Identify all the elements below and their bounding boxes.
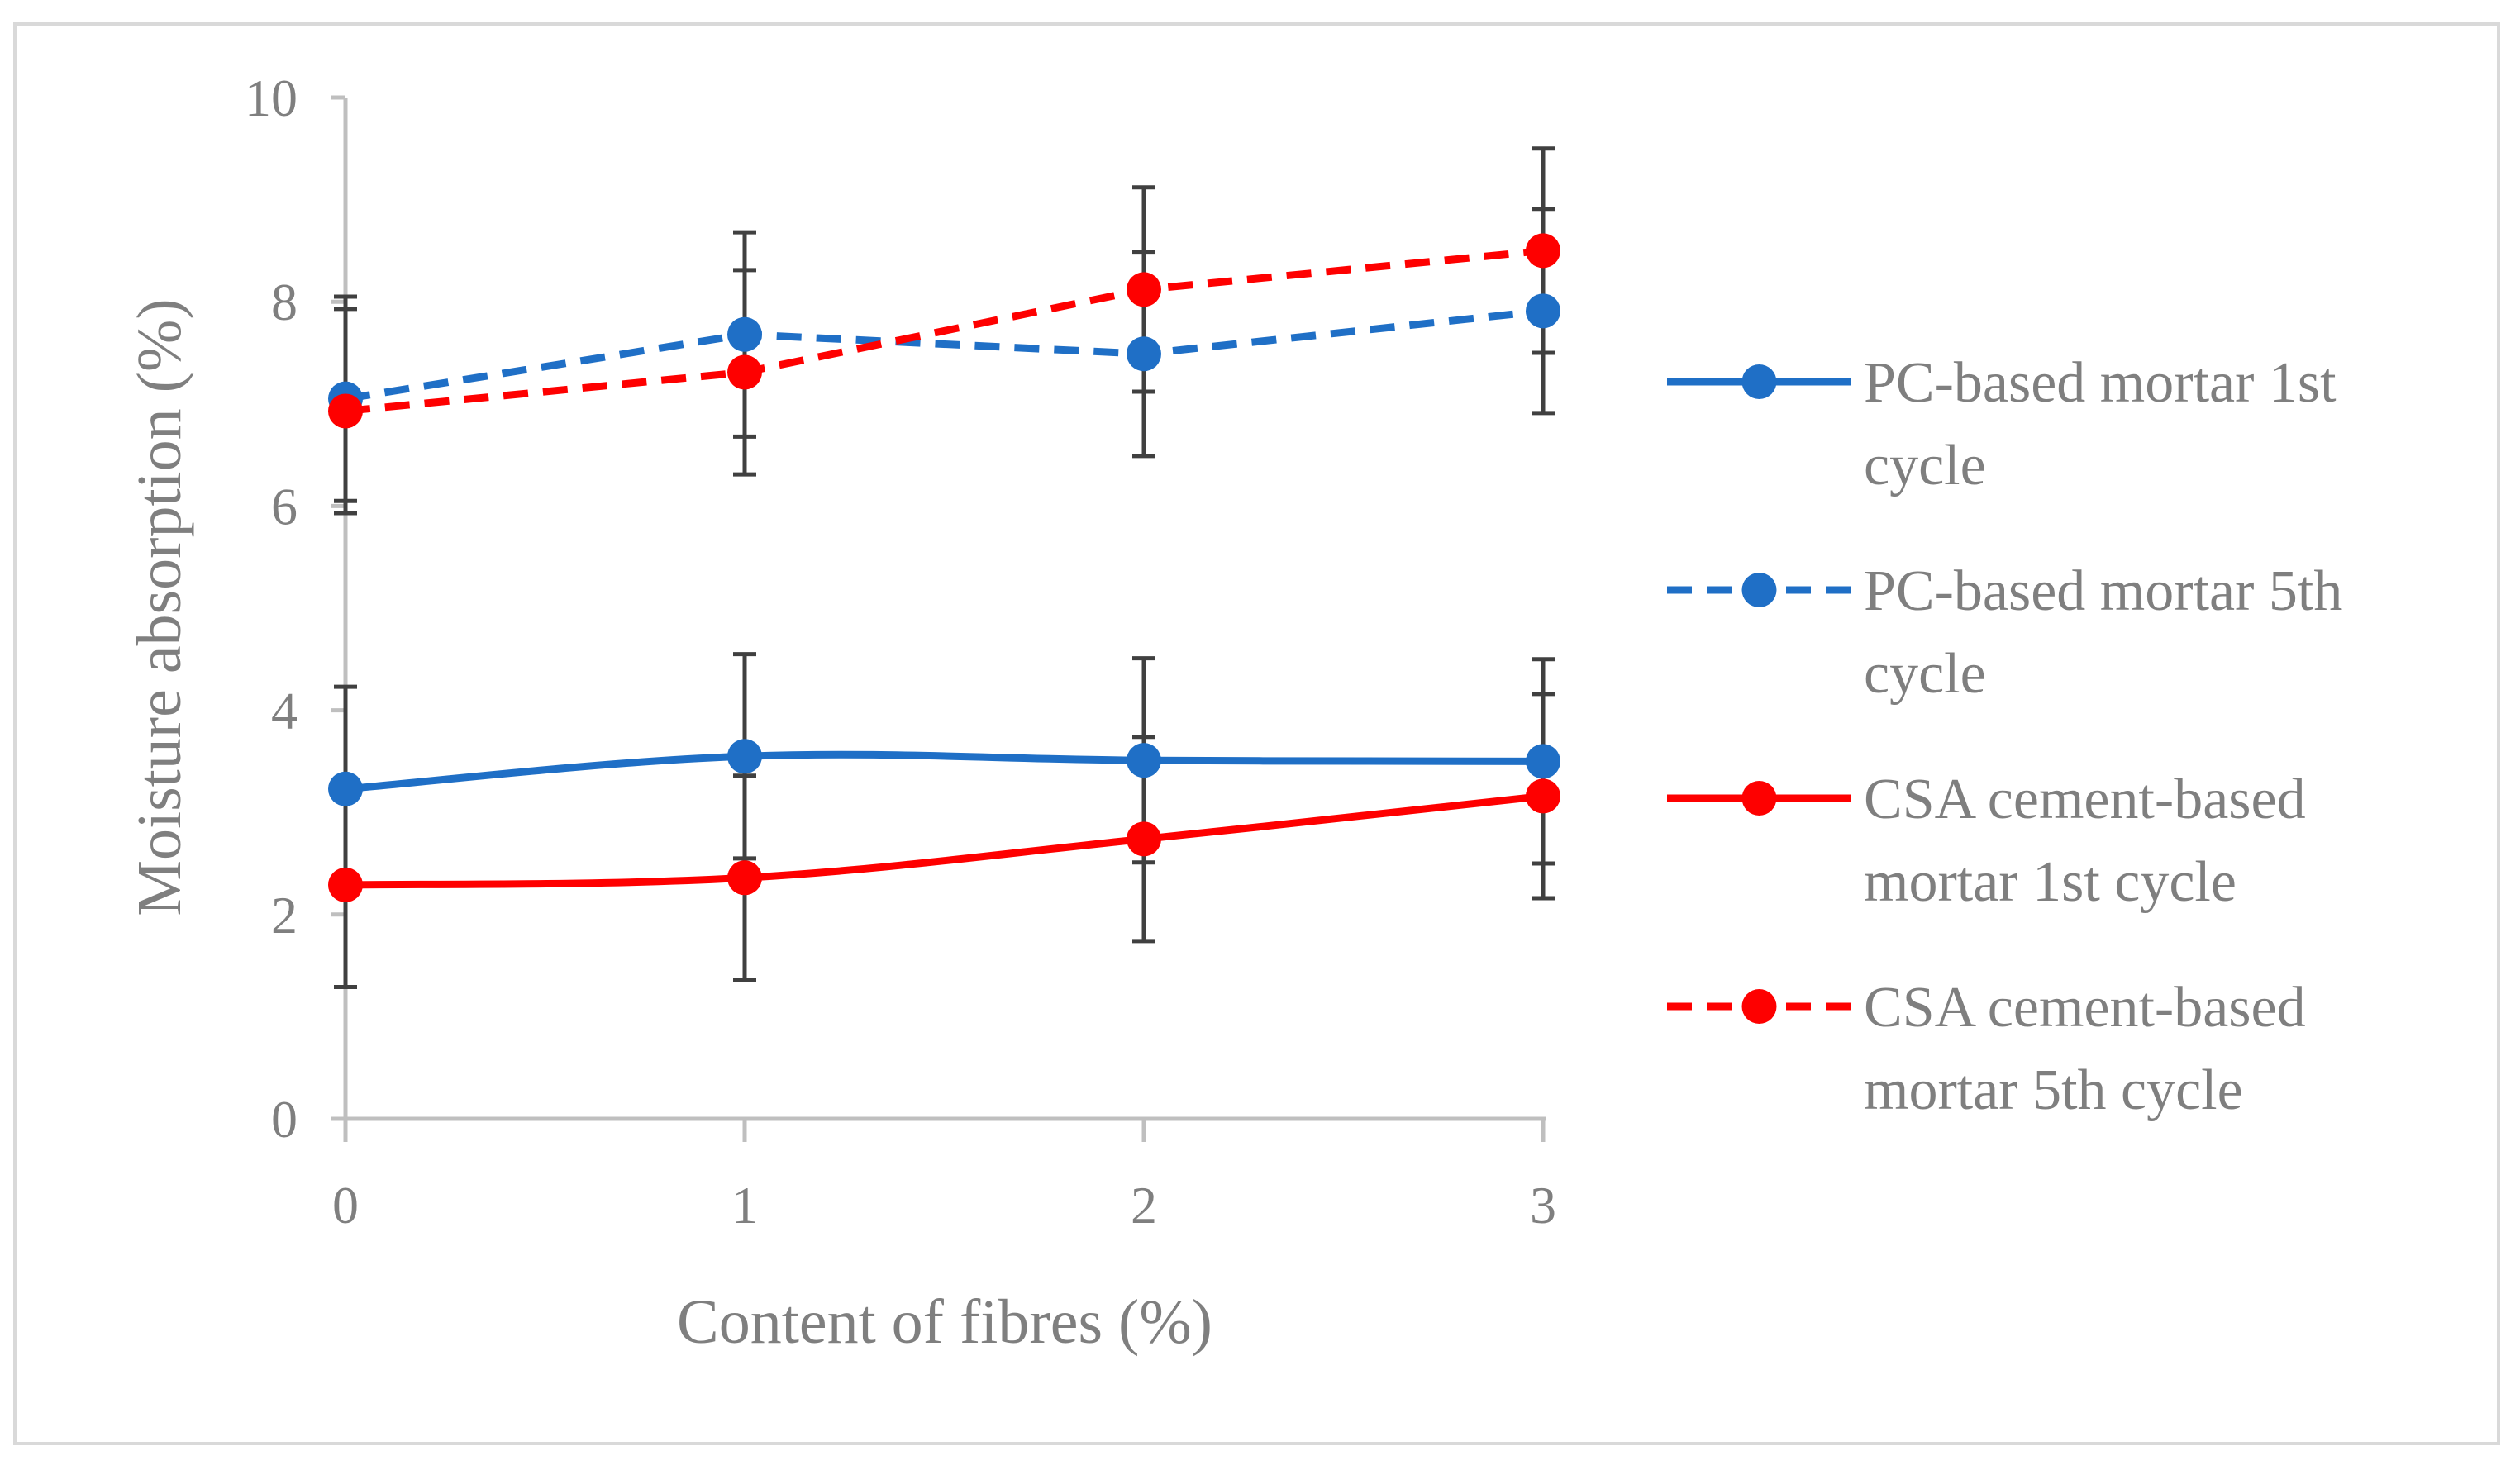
y-axis-title: Moisture absorption (%)	[125, 298, 194, 916]
legend-label: cycle	[1864, 642, 1986, 706]
legend-entry: PC-based mortar 1st cycle	[1667, 351, 2337, 497]
data-point	[328, 867, 363, 902]
legend-label: CSA cement-based	[1864, 768, 2306, 831]
data-point	[727, 739, 762, 774]
series-line	[341, 792, 1547, 889]
series-line	[345, 307, 1544, 403]
data-point	[1127, 743, 1161, 778]
tick-labels: 0 2 4 6 8 10 0 1 2 3	[245, 69, 1556, 1235]
data-point	[328, 771, 363, 806]
legend-label: cycle	[1864, 434, 1986, 497]
x-tick-label: 1	[731, 1176, 758, 1235]
legend-label: mortar 5th cycle	[1864, 1058, 2243, 1122]
data-point	[1127, 821, 1161, 857]
legend-marker	[1741, 573, 1777, 607]
legend-label: PC-based mortar 1st	[1864, 351, 2337, 415]
data-point	[727, 860, 762, 896]
x-tick-label: 0	[332, 1176, 359, 1235]
data-point	[1526, 744, 1560, 779]
legend-entry: CSA cement-based mortar 1st cycle	[1667, 768, 2306, 914]
data-point	[328, 393, 363, 429]
data-point	[727, 354, 762, 390]
y-tick-label: 8	[271, 273, 298, 331]
series-3	[328, 778, 1560, 902]
y-tick-label: 2	[271, 886, 298, 944]
legend-marker	[1741, 364, 1777, 399]
y-tick-label: 0	[271, 1090, 298, 1149]
y-tick-label: 6	[271, 477, 298, 535]
series-4	[328, 233, 1560, 429]
series-line	[341, 750, 1547, 793]
series	[328, 233, 1560, 902]
legend-entry: CSA cement-based mortar 5th cycle	[1667, 976, 2306, 1122]
y-tick-label: 10	[245, 69, 298, 127]
legend-label: CSA cement-based	[1864, 976, 2306, 1039]
series-1	[328, 739, 1560, 806]
data-point	[1127, 272, 1161, 307]
legend-label: PC-based mortar 5th	[1864, 559, 2342, 623]
axes	[331, 95, 1546, 1142]
data-point	[1127, 336, 1161, 372]
x-axis-title: Content of fibres (%)	[677, 1287, 1212, 1357]
data-point	[1526, 233, 1560, 269]
y-tick-label: 4	[271, 682, 298, 740]
x-tick-label: 2	[1131, 1176, 1157, 1235]
chart-frame	[13, 22, 2500, 1445]
legend-marker	[1741, 781, 1777, 816]
legend-entry: PC-based mortar 5th cycle	[1667, 559, 2342, 706]
legend-label: mortar 1st cycle	[1864, 850, 2237, 914]
legend-marker	[1741, 989, 1777, 1024]
data-point	[1526, 293, 1560, 329]
x-tick-label: 3	[1530, 1176, 1556, 1235]
data-point	[1526, 778, 1560, 814]
series-line	[345, 246, 1544, 415]
data-point	[727, 316, 762, 352]
